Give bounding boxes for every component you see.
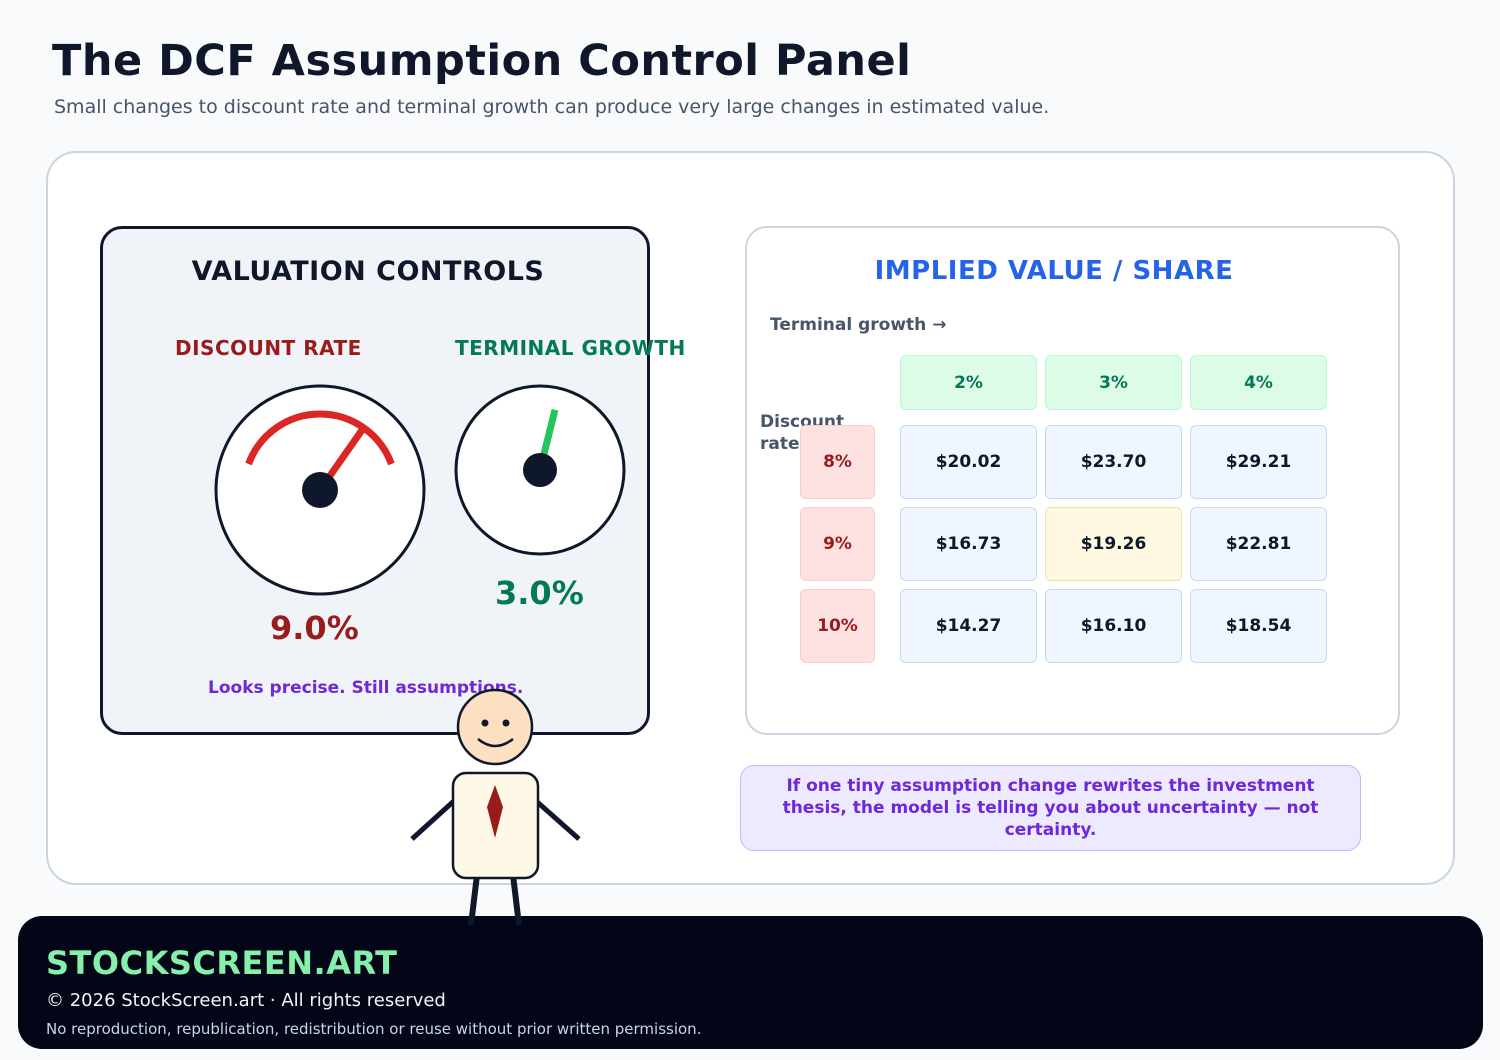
terminal-growth-value: 3.0% (495, 574, 584, 612)
right-leg (510, 874, 522, 925)
row-header-10pct: 10% (800, 589, 875, 663)
value-cell: $20.02 (900, 425, 1037, 499)
uncertainty-note: If one tiny assumption change rewrites t… (740, 765, 1361, 851)
value-cell: $16.73 (900, 507, 1037, 581)
terminal-growth-label: TERMINAL GROWTH (455, 336, 686, 360)
discount-rate-arc (245, 410, 395, 466)
column-header-2pct: 2% (900, 355, 1037, 410)
column-header-4pct: 4% (1190, 355, 1327, 410)
tie (487, 785, 503, 838)
rights-notice: No reproduction, republication, redistri… (46, 1020, 702, 1038)
copyright-text: © 2026 StockScreen.art · All rights rese… (46, 990, 446, 1011)
value-cell: $29.21 (1190, 425, 1327, 499)
value-cell: $14.27 (900, 589, 1037, 663)
value-cell: $23.70 (1045, 425, 1182, 499)
terminal-growth-axis-label: Terminal growth → (770, 315, 947, 335)
valuation-controls-title: VALUATION CONTROLS (191, 256, 545, 287)
discount-rate-gauge[interactable] (212, 382, 428, 598)
discount-rate-hub (302, 472, 338, 508)
right-arm (533, 798, 581, 841)
page-subtitle: Small changes to discount rate and termi… (54, 96, 1050, 118)
column-header-3pct: 3% (1045, 355, 1182, 410)
brand-name: STOCKSCREEN.ART (46, 944, 398, 982)
implied-value-title: IMPLIED VALUE / SHARE (874, 256, 1234, 286)
row-header-8pct: 8% (800, 425, 875, 499)
terminal-growth-gauge[interactable] (452, 382, 628, 558)
highlighted-value-cell: $19.26 (1045, 507, 1182, 581)
value-cell: $18.54 (1190, 589, 1327, 663)
value-cell: $16.10 (1045, 589, 1182, 663)
row-header-9pct: 9% (800, 507, 875, 581)
head (456, 688, 534, 766)
controls-caption: Looks precise. Still assumptions. (208, 678, 524, 698)
left-leg (468, 874, 480, 925)
value-cell: $22.81 (1190, 507, 1327, 581)
page-title: The DCF Assumption Control Panel (52, 36, 912, 86)
discount-rate-label: DISCOUNT RATE (175, 336, 362, 360)
discount-rate-value: 9.0% (270, 609, 359, 647)
left-arm (410, 798, 457, 841)
smile (477, 737, 514, 748)
analyst-figure-illustration (410, 688, 581, 925)
left-eye (481, 719, 489, 727)
right-eye (502, 719, 510, 727)
footer (18, 916, 1483, 1049)
terminal-growth-hub (523, 453, 557, 487)
